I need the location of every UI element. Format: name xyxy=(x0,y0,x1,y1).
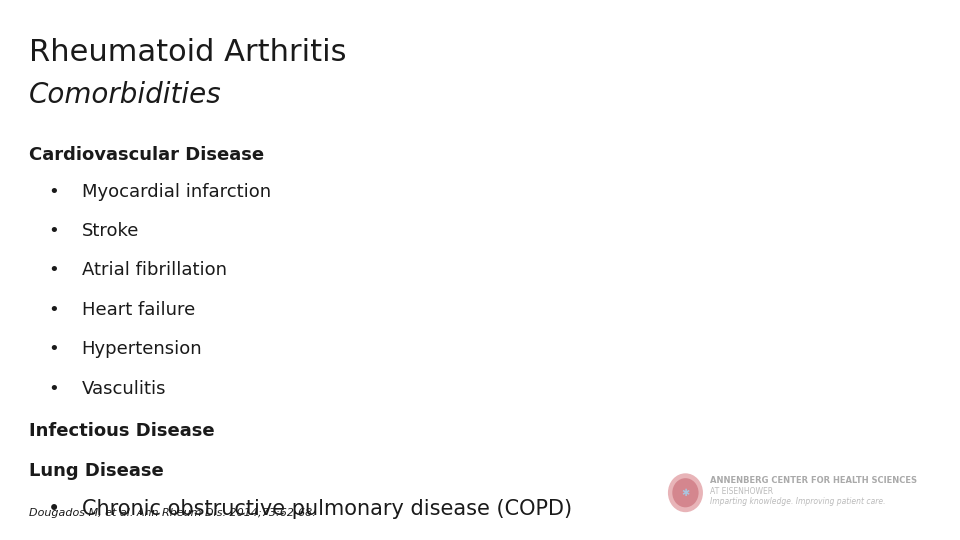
Text: Cardiovascular Disease: Cardiovascular Disease xyxy=(29,146,264,164)
Text: •: • xyxy=(48,301,59,319)
Text: •: • xyxy=(48,499,60,519)
Text: •: • xyxy=(48,183,59,200)
Text: Stroke: Stroke xyxy=(82,222,139,240)
Text: Infectious Disease: Infectious Disease xyxy=(29,422,214,440)
Text: Heart failure: Heart failure xyxy=(82,301,195,319)
Text: Lung Disease: Lung Disease xyxy=(29,462,163,480)
Text: Atrial fibrillation: Atrial fibrillation xyxy=(82,261,227,279)
Text: •: • xyxy=(48,380,59,397)
Circle shape xyxy=(668,473,703,512)
Text: Myocardial infarction: Myocardial infarction xyxy=(82,183,271,200)
Text: ✱: ✱ xyxy=(682,488,689,498)
Text: •: • xyxy=(48,340,59,358)
Text: Comorbidities: Comorbidities xyxy=(29,81,222,109)
Text: Dougados M, et al. Ann Rheum Dis. 2014;73:62-68.: Dougados M, et al. Ann Rheum Dis. 2014;7… xyxy=(29,508,316,518)
Text: Rheumatoid Arthritis: Rheumatoid Arthritis xyxy=(29,38,347,67)
Text: •: • xyxy=(48,222,59,240)
Text: Hypertension: Hypertension xyxy=(82,340,203,358)
Text: AT EISENHOWER: AT EISENHOWER xyxy=(710,487,774,496)
Text: Vasculitis: Vasculitis xyxy=(82,380,166,397)
Text: Chronic obstructive pulmonary disease (COPD): Chronic obstructive pulmonary disease (C… xyxy=(82,499,572,519)
Text: ANNENBERG CENTER FOR HEALTH SCIENCES: ANNENBERG CENTER FOR HEALTH SCIENCES xyxy=(710,476,918,485)
Text: •: • xyxy=(48,261,59,279)
Text: Imparting knowledge. Improving patient care.: Imparting knowledge. Improving patient c… xyxy=(710,497,886,506)
Circle shape xyxy=(672,478,699,508)
